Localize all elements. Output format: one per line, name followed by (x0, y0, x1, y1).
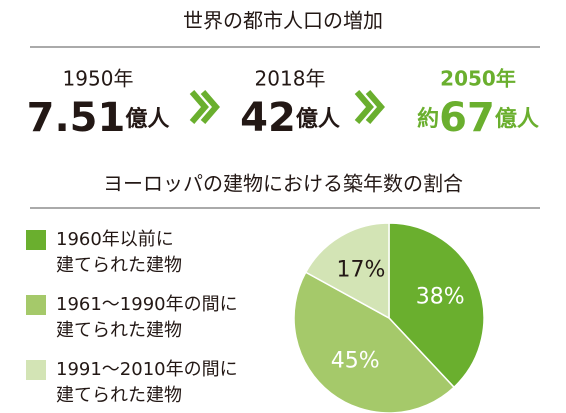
population-value: 7.51億人 (27, 95, 170, 141)
chevron (354, 90, 374, 124)
number: 42 (240, 95, 296, 141)
unit: 億人 (296, 106, 340, 132)
chart-title: ヨーロッパの建物における築年数の割合 (103, 172, 463, 196)
unit: 億人 (495, 106, 539, 132)
legend-swatch (26, 295, 46, 315)
pie-slice (304, 222, 390, 320)
year: 2050年 (440, 67, 516, 91)
legend-swatch (26, 360, 46, 380)
slice-label: 45% (331, 349, 380, 374)
slice-label: 17% (336, 258, 385, 283)
population-value: 42億人 (240, 95, 340, 141)
legend-label: 1960年以前に 建てられた建物 (56, 229, 182, 276)
prefix: 約 (417, 106, 439, 132)
number: 7.51 (27, 95, 126, 141)
chevron (200, 90, 220, 124)
unit: 億人 (125, 106, 169, 132)
chevron (365, 90, 385, 124)
legend-swatch (26, 230, 46, 250)
header-title: 世界の都市人口の増加 (183, 9, 383, 33)
year: 1950年 (63, 67, 134, 91)
pie-slice (293, 271, 456, 413)
legend-label: 1961〜1990年の間に 建てられた建物 (56, 294, 238, 341)
number: 67 (439, 95, 495, 141)
population-value: 約67億人 (417, 95, 539, 141)
legend-label: 1991〜2010年の間に 建てられた建物 (56, 359, 238, 406)
year: 2018年 (255, 67, 326, 91)
chevron (189, 90, 209, 124)
slice-label: 38% (416, 285, 465, 310)
pie-slice (388, 222, 485, 389)
